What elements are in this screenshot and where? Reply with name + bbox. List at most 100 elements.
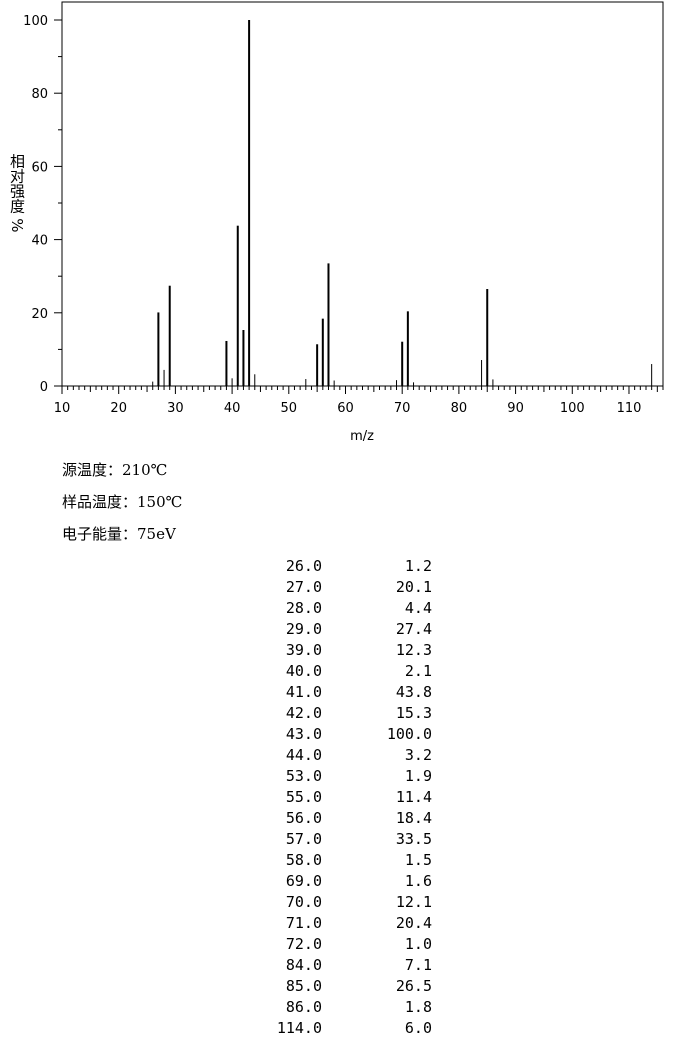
- mz-cell: 58.0: [285, 851, 322, 869]
- spectrum-bar: [242, 330, 245, 386]
- mz-cell: 70.0: [285, 893, 322, 911]
- mz-cell: 27.0: [285, 578, 322, 596]
- abundance-cell: 43.8: [395, 683, 432, 701]
- mz-cell: 41.0: [285, 683, 322, 701]
- abundance-cell: 15.3: [395, 704, 432, 722]
- mz-cell: 28.0: [285, 599, 322, 617]
- spectrum-bar: [401, 341, 404, 386]
- x-tick-label: 100: [560, 401, 585, 416]
- condition-source-temp: 源温度：210℃: [62, 459, 167, 480]
- table-row: 58.0 1.5: [250, 850, 432, 871]
- abundance-cell: 12.3: [395, 641, 432, 659]
- mz-cell: 69.0: [285, 872, 322, 890]
- y-tick-label: 0: [40, 380, 48, 395]
- spectrum-bar: [305, 379, 307, 386]
- mz-cell: 72.0: [285, 935, 322, 953]
- y-tick-label: 20: [31, 307, 48, 322]
- mz-cell: 43.0: [285, 725, 322, 743]
- abundance-cell: 11.4: [395, 788, 432, 806]
- x-tick-label: 20: [110, 401, 127, 416]
- mz-cell: 56.0: [285, 809, 322, 827]
- condition-electron-energy: 电子能量：75eV: [62, 523, 176, 544]
- abundance-cell: 18.4: [395, 809, 432, 827]
- abundance-cell: 20.4: [395, 914, 432, 932]
- spectrum-bar: [157, 312, 160, 386]
- table-row: 41.0 43.8: [250, 682, 432, 703]
- x-tick-label: 50: [281, 401, 298, 416]
- table-row: 40.0 2.1: [250, 661, 432, 682]
- mz-cell: 26.0: [285, 557, 322, 575]
- spectrum-bar: [492, 379, 494, 386]
- abundance-cell: 1.6: [404, 872, 432, 890]
- spectrum-bar: [231, 378, 233, 386]
- spectrum-bar: [152, 381, 154, 386]
- spectrum-bars: [152, 20, 653, 386]
- abundance-cell: 1.8: [404, 998, 432, 1016]
- condition-value: 75eV: [137, 525, 176, 543]
- y-tick-label: 80: [31, 87, 48, 102]
- spectrum-bar: [651, 364, 653, 386]
- condition-label: 样品温度：: [62, 493, 138, 511]
- mz-cell: 53.0: [285, 767, 322, 785]
- abundance-cell: 12.1: [395, 893, 432, 911]
- abundance-cell: 2.1: [404, 662, 432, 680]
- x-tick-label: 90: [507, 401, 524, 416]
- abundance-cell: 33.5: [395, 830, 432, 848]
- condition-value: 210℃: [122, 461, 168, 479]
- x-tick-label: 80: [451, 401, 468, 416]
- table-row: 86.0 1.8: [250, 997, 432, 1018]
- table-row: 85.0 26.5: [250, 976, 432, 997]
- condition-label: 源温度：: [62, 461, 123, 479]
- spectrum-bar: [327, 263, 330, 386]
- abundance-cell: 4.4: [404, 599, 432, 617]
- mz-cell: 86.0: [285, 998, 322, 1016]
- condition-sample-temp: 样品温度：150℃: [62, 491, 182, 512]
- x-tick-label: 10: [54, 401, 71, 416]
- table-row: 56.0 18.4: [250, 808, 432, 829]
- table-row: 43.0 100.0: [250, 724, 432, 745]
- table-row: 114.0 6.0: [250, 1018, 432, 1039]
- spectrum-bar: [168, 285, 171, 386]
- x-tick-label: 110: [617, 401, 642, 416]
- table-row: 44.0 3.2: [250, 745, 432, 766]
- spectrum-bar: [236, 225, 239, 386]
- abundance-cell: 20.1: [395, 578, 432, 596]
- mz-cell: 40.0: [285, 662, 322, 680]
- y-tick-label: 60: [31, 160, 48, 175]
- spectrum-bar: [406, 311, 409, 386]
- x-tick-label: 30: [167, 401, 184, 416]
- table-row: 28.0 4.4: [250, 598, 432, 619]
- spectrum-bar: [413, 382, 415, 386]
- spectrum-bar: [254, 374, 256, 386]
- abundance-cell: 100.0: [386, 725, 432, 743]
- mz-cell: 71.0: [285, 914, 322, 932]
- spectrum-bar: [248, 20, 251, 386]
- mz-cell: 29.0: [285, 620, 322, 638]
- table-row: 27.0 20.1: [250, 577, 432, 598]
- table-row: 29.0 27.4: [250, 619, 432, 640]
- y-axis: 0 20 40 60 80 100: [23, 14, 62, 395]
- y-tick-label: 100: [23, 14, 48, 29]
- table-row: 39.0 12.3: [250, 640, 432, 661]
- abundance-cell: 7.1: [404, 956, 432, 974]
- table-row: 69.0 1.6: [250, 871, 432, 892]
- mz-cell: 85.0: [285, 977, 322, 995]
- y-tick-label: 40: [31, 234, 48, 249]
- x-tick-label: 60: [337, 401, 354, 416]
- table-row: 42.0 15.3: [250, 703, 432, 724]
- spectrum-bar: [333, 380, 335, 386]
- abundance-cell: 1.9: [404, 767, 432, 785]
- condition-label: 电子能量：: [62, 525, 138, 543]
- abundance-cell: 26.5: [395, 977, 432, 995]
- abundance-cell: 3.2: [404, 746, 432, 764]
- mz-cell: 42.0: [285, 704, 322, 722]
- table-row: 55.0 11.4: [250, 787, 432, 808]
- peak-table-body: 26.0 1.2 27.0 20.1 28.0 4.4 29.0 27.4 39.0 12.3 40…: [250, 556, 432, 1039]
- plot-frame: [61, 1, 664, 387]
- spectrum-bar: [396, 380, 398, 386]
- mz-cell: 114.0: [276, 1019, 322, 1037]
- spectrum-bar: [486, 289, 489, 386]
- x-axis-label: m/z: [350, 429, 374, 444]
- mz-cell: 39.0: [285, 641, 322, 659]
- mz-cell: 84.0: [285, 956, 322, 974]
